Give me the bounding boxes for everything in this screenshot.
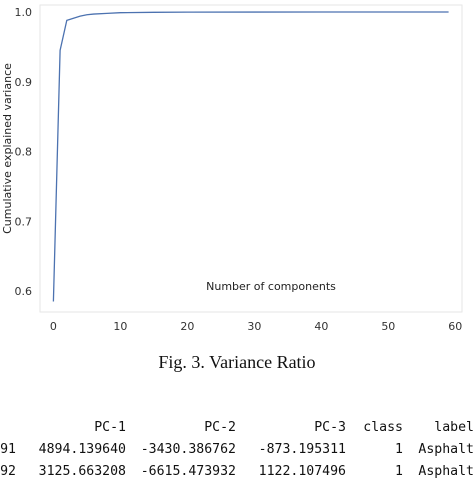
table-row: 92 3125.663208 -6615.473932 1122.107496 1 Asp… bbox=[0, 464, 474, 486]
table-cell: Asphalt bbox=[418, 442, 474, 457]
x-tick-label: 60 bbox=[448, 320, 462, 333]
table-cell: 1 bbox=[395, 442, 403, 457]
table-row: 91 4894.139640 -3430.386762 -873.195311 1 Asp… bbox=[0, 442, 474, 464]
y-axis-label: Cumulative explained variance bbox=[1, 63, 14, 234]
x-tick-label: 30 bbox=[247, 320, 261, 333]
table-cell: label bbox=[434, 420, 474, 435]
variance-chart: 0.6 0.7 0.8 0.9 1.0 0 10 20 30 40 50 60 Number of … bbox=[1, 4, 463, 333]
x-tick-label: 20 bbox=[180, 320, 194, 333]
table-cell: PC-3 bbox=[314, 420, 346, 435]
x-tick-label: 50 bbox=[381, 320, 395, 333]
table-cell: PC-2 bbox=[204, 420, 236, 435]
cumulative-variance-line bbox=[52, 11, 449, 302]
table-cell: -6615.473932 bbox=[140, 464, 236, 479]
table-cell: 91 bbox=[0, 442, 16, 457]
table-cell: 1122.107496 bbox=[258, 464, 346, 479]
table-cell: 92 bbox=[0, 464, 16, 479]
x-tick-label: 0 bbox=[50, 320, 57, 333]
plot-area bbox=[39, 4, 463, 313]
y-tick-label: 1.0 bbox=[15, 6, 33, 19]
x-tick-label: 10 bbox=[113, 320, 127, 333]
y-axis-ticks: 0.6 0.7 0.8 0.9 1.0 bbox=[15, 6, 33, 298]
x-axis-label: Number of components bbox=[206, 280, 336, 293]
pca-table: PC-1 PC-2 PC-3 class label 91 4894.139640 -3430… bbox=[0, 420, 474, 486]
y-tick-label: 0.9 bbox=[15, 76, 33, 89]
y-tick-label: 0.7 bbox=[15, 215, 33, 228]
y-tick-label: 0.8 bbox=[15, 146, 33, 159]
table-cell: 4894.139640 bbox=[38, 442, 126, 457]
table-cell: -873.195311 bbox=[258, 442, 346, 457]
table-header-row: PC-1 PC-2 PC-3 class label bbox=[0, 420, 474, 442]
table-cell: PC-1 bbox=[94, 420, 126, 435]
figure-caption: Fig. 3. Variance Ratio bbox=[158, 352, 316, 372]
table-cell: 3125.663208 bbox=[38, 464, 126, 479]
y-tick-label: 0.6 bbox=[15, 285, 33, 298]
x-tick-label: 40 bbox=[314, 320, 328, 333]
table-cell: -3430.386762 bbox=[140, 442, 236, 457]
table-cell: Asphalt bbox=[418, 464, 474, 479]
table-cell: class bbox=[363, 420, 403, 435]
x-axis-ticks: 0 10 20 30 40 50 60 bbox=[50, 320, 462, 333]
table-cell: 1 bbox=[395, 464, 403, 479]
